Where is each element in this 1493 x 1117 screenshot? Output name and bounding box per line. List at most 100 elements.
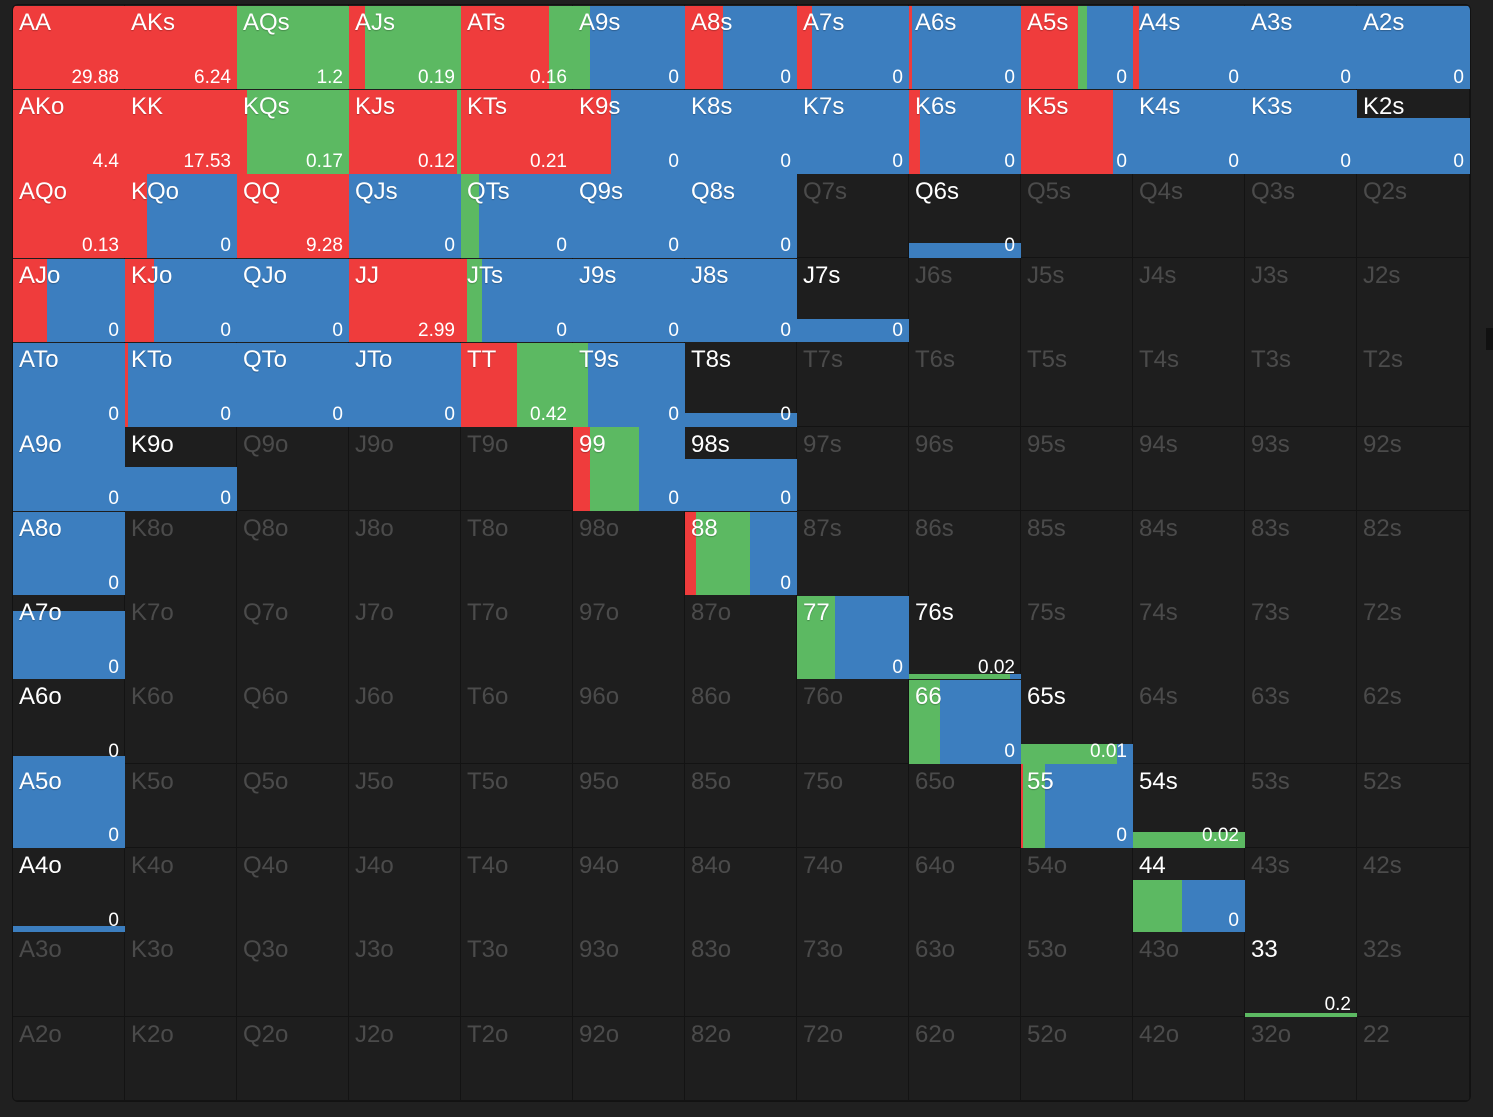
- hand-cell-T2o[interactable]: T2o: [461, 1016, 573, 1101]
- hand-cell-Q2o[interactable]: Q2o: [237, 1016, 349, 1101]
- hand-cell-A7o[interactable]: A7o 0: [13, 595, 125, 680]
- hand-cell-83s[interactable]: 83s: [1245, 510, 1357, 596]
- hand-cell-Q3s[interactable]: Q3s: [1245, 173, 1357, 259]
- hand-cell-JJ[interactable]: JJ 2.99: [349, 257, 461, 343]
- hand-cell-87o[interactable]: 87o: [685, 595, 797, 680]
- hand-cell-AQo[interactable]: AQo 0.13: [13, 173, 125, 259]
- hand-cell-T3o[interactable]: T3o: [461, 932, 573, 1018]
- hand-cell-J7o[interactable]: J7o: [349, 595, 461, 680]
- hand-cell-86s[interactable]: 86s: [909, 510, 1021, 596]
- hand-cell-K7s[interactable]: K7s 0: [797, 89, 909, 175]
- hand-cell-76o[interactable]: 76o: [797, 679, 909, 765]
- hand-cell-T4o[interactable]: T4o: [461, 848, 573, 933]
- hand-cell-K8s[interactable]: K8s 0: [685, 89, 797, 175]
- hand-cell-52o[interactable]: 52o: [1021, 1016, 1133, 1101]
- hand-cell-A4s[interactable]: A4s 0: [1133, 5, 1245, 90]
- hand-cell-A6o[interactable]: A6o 0: [13, 679, 125, 765]
- hand-cell-66[interactable]: 66 0: [909, 679, 1021, 765]
- hand-cell-Q7s[interactable]: Q7s: [797, 173, 909, 259]
- hand-cell-55[interactable]: 55 0: [1021, 763, 1133, 849]
- hand-cell-KTs[interactable]: KTs 0.21: [461, 89, 573, 175]
- hand-cell-J4o[interactable]: J4o: [349, 848, 461, 933]
- hand-cell-84s[interactable]: 84s: [1133, 510, 1245, 596]
- hand-cell-K3s[interactable]: K3s 0: [1245, 89, 1357, 175]
- hand-cell-K6o[interactable]: K6o: [125, 679, 237, 765]
- hand-cell-KJs[interactable]: KJs 0.12: [349, 89, 461, 175]
- hand-cell-AKs[interactable]: AKs 6.24: [125, 5, 237, 90]
- hand-cell-K9o[interactable]: K9o 0: [125, 426, 237, 512]
- hand-cell-74s[interactable]: 74s: [1133, 595, 1245, 680]
- hand-cell-82s[interactable]: 82s: [1357, 510, 1470, 596]
- hand-cell-K4o[interactable]: K4o: [125, 848, 237, 933]
- hand-cell-97s[interactable]: 97s: [797, 426, 909, 512]
- hand-cell-86o[interactable]: 86o: [685, 679, 797, 765]
- hand-cell-T6o[interactable]: T6o: [461, 679, 573, 765]
- hand-cell-98o[interactable]: 98o: [573, 510, 685, 596]
- hand-cell-95s[interactable]: 95s: [1021, 426, 1133, 512]
- hand-cell-83o[interactable]: 83o: [685, 932, 797, 1018]
- hand-cell-QTs[interactable]: QTs 0: [461, 173, 573, 259]
- hand-cell-85o[interactable]: 85o: [685, 763, 797, 849]
- hand-cell-KJo[interactable]: KJo 0: [125, 257, 237, 343]
- hand-cell-QTo[interactable]: QTo 0: [237, 342, 349, 427]
- hand-cell-A9o[interactable]: A9o 0: [13, 426, 125, 512]
- hand-cell-AKo[interactable]: AKo 4.4: [13, 89, 125, 175]
- hand-cell-K5o[interactable]: K5o: [125, 763, 237, 849]
- hand-cell-64o[interactable]: 64o: [909, 848, 1021, 933]
- hand-cell-96s[interactable]: 96s: [909, 426, 1021, 512]
- hand-cell-76s[interactable]: 76s 0.02: [909, 595, 1021, 680]
- hand-cell-J3s[interactable]: J3s: [1245, 257, 1357, 343]
- hand-cell-75s[interactable]: 75s: [1021, 595, 1133, 680]
- hand-cell-QQ[interactable]: QQ 9.28: [237, 173, 349, 259]
- hand-cell-K6s[interactable]: K6s 0: [909, 89, 1021, 175]
- hand-cell-A2s[interactable]: A2s 0: [1357, 5, 1470, 90]
- hand-cell-A4o[interactable]: A4o 0: [13, 848, 125, 933]
- hand-cell-65s[interactable]: 65s 0.01: [1021, 679, 1133, 765]
- hand-cell-72s[interactable]: 72s: [1357, 595, 1470, 680]
- hand-cell-62o[interactable]: 62o: [909, 1016, 1021, 1101]
- hand-cell-A7s[interactable]: A7s 0: [797, 5, 909, 90]
- hand-cell-A9s[interactable]: A9s 0: [573, 5, 685, 90]
- hand-cell-97o[interactable]: 97o: [573, 595, 685, 680]
- hand-cell-74o[interactable]: 74o: [797, 848, 909, 933]
- hand-cell-95o[interactable]: 95o: [573, 763, 685, 849]
- hand-cell-A6s[interactable]: A6s 0: [909, 5, 1021, 90]
- hand-cell-J5s[interactable]: J5s: [1021, 257, 1133, 343]
- hand-cell-T5s[interactable]: T5s: [1021, 342, 1133, 427]
- hand-cell-J4s[interactable]: J4s: [1133, 257, 1245, 343]
- hand-cell-K3o[interactable]: K3o: [125, 932, 237, 1018]
- hand-cell-Q8o[interactable]: Q8o: [237, 510, 349, 596]
- hand-cell-KQs[interactable]: KQs 0.17: [237, 89, 349, 175]
- hand-cell-92o[interactable]: 92o: [573, 1016, 685, 1101]
- hand-cell-87s[interactable]: 87s: [797, 510, 909, 596]
- hand-cell-22[interactable]: 22: [1357, 1016, 1470, 1101]
- hand-cell-KQo[interactable]: KQo 0: [125, 173, 237, 259]
- hand-cell-T3s[interactable]: T3s: [1245, 342, 1357, 427]
- hand-cell-Q8s[interactable]: Q8s 0: [685, 173, 797, 259]
- hand-cell-J7s[interactable]: J7s 0: [797, 257, 909, 343]
- hand-cell-KK[interactable]: KK 17.53: [125, 89, 237, 175]
- hand-cell-A2o[interactable]: A2o: [13, 1016, 125, 1101]
- hand-cell-J6s[interactable]: J6s: [909, 257, 1021, 343]
- hand-cell-J2o[interactable]: J2o: [349, 1016, 461, 1101]
- hand-cell-ATs[interactable]: ATs 0.16: [461, 5, 573, 90]
- hand-cell-Q5s[interactable]: Q5s: [1021, 173, 1133, 259]
- hand-cell-84o[interactable]: 84o: [685, 848, 797, 933]
- hand-cell-A3s[interactable]: A3s 0: [1245, 5, 1357, 90]
- hand-cell-J8s[interactable]: J8s 0: [685, 257, 797, 343]
- hand-cell-A5s[interactable]: A5s 0: [1021, 5, 1133, 90]
- hand-cell-J8o[interactable]: J8o: [349, 510, 461, 596]
- hand-cell-T4s[interactable]: T4s: [1133, 342, 1245, 427]
- hand-cell-Q3o[interactable]: Q3o: [237, 932, 349, 1018]
- hand-cell-44[interactable]: 44 0: [1133, 848, 1245, 933]
- hand-cell-43o[interactable]: 43o: [1133, 932, 1245, 1018]
- hand-cell-JTs[interactable]: JTs 0: [461, 257, 573, 343]
- hand-cell-Q6s[interactable]: Q6s 0: [909, 173, 1021, 259]
- hand-cell-32s[interactable]: 32s: [1357, 932, 1470, 1018]
- hand-cell-A3o[interactable]: A3o: [13, 932, 125, 1018]
- hand-cell-Q4o[interactable]: Q4o: [237, 848, 349, 933]
- hand-cell-J9s[interactable]: J9s 0: [573, 257, 685, 343]
- hand-cell-94s[interactable]: 94s: [1133, 426, 1245, 512]
- hand-cell-QJs[interactable]: QJs 0: [349, 173, 461, 259]
- hand-cell-T8o[interactable]: T8o: [461, 510, 573, 596]
